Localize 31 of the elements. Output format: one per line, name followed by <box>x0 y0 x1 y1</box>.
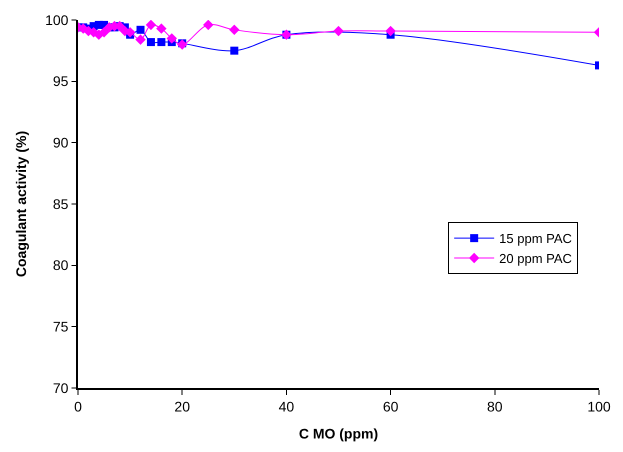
x-tick-label: 0 <box>74 398 82 415</box>
point <box>166 33 177 44</box>
y-tick-label: 80 <box>52 257 69 274</box>
legend-label: 20 ppm PAC <box>499 251 572 266</box>
y-tick-label: 85 <box>52 196 69 212</box>
point <box>157 38 166 46</box>
y-axis-title: Coagulant activity (%) <box>13 130 30 278</box>
x-tick-label: 100 <box>587 398 611 415</box>
point <box>177 39 188 50</box>
x-tick-label: 80 <box>487 398 503 415</box>
point <box>333 26 344 36</box>
point <box>203 20 214 30</box>
x-tick-label: 60 <box>382 398 399 415</box>
point <box>230 46 238 55</box>
point <box>146 38 155 46</box>
point <box>156 23 167 34</box>
point <box>136 26 145 34</box>
point <box>229 24 240 36</box>
y-tick-label: 100 <box>45 12 69 28</box>
x-axis-title: C MO (ppm) <box>298 425 378 442</box>
y-tick-label: 70 <box>52 380 69 396</box>
point <box>146 20 156 30</box>
point <box>135 34 146 45</box>
legend-label: 15 ppm PAC <box>499 231 572 246</box>
x-tick-label: 20 <box>174 398 190 415</box>
point <box>385 26 396 36</box>
y-tick-label: 75 <box>52 318 69 335</box>
y-tick-label: 95 <box>52 73 69 90</box>
x-tick-label: 40 <box>278 398 294 415</box>
y-tick-label: 90 <box>52 134 69 151</box>
point <box>98 27 110 38</box>
